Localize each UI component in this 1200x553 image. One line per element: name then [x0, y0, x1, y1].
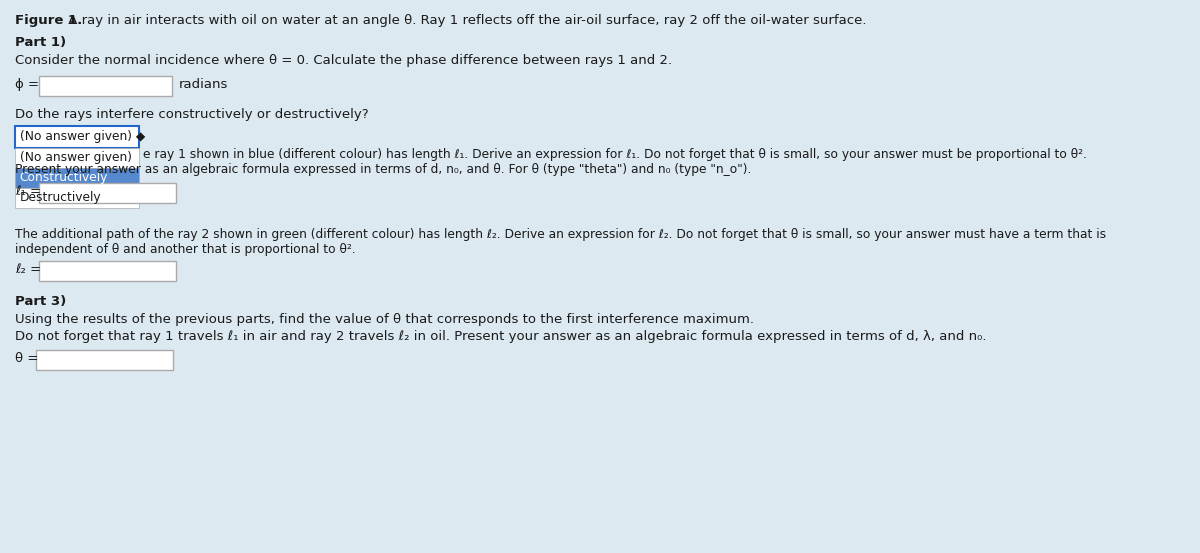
- Text: ℓ₂ =: ℓ₂ =: [16, 263, 42, 276]
- Text: Part 3): Part 3): [16, 295, 67, 308]
- Bar: [36, 350, 173, 370]
- Text: independent of θ and another that is proportional to θ².: independent of θ and another that is pro…: [16, 243, 356, 256]
- Text: (No answer given) ◆: (No answer given) ◆: [20, 130, 145, 143]
- Text: Constructively: Constructively: [19, 171, 108, 184]
- Text: radians: radians: [179, 78, 228, 91]
- Text: The additional path of the ray 2 shown in green (different colour) has length ℓ₂: The additional path of the ray 2 shown i…: [16, 228, 1106, 241]
- Text: ϕ =: ϕ =: [16, 78, 40, 91]
- Text: Figure 1.: Figure 1.: [16, 14, 83, 27]
- Text: Do not forget that ray 1 travels ℓ₁ in air and ray 2 travels ℓ₂ in oil. Present : Do not forget that ray 1 travels ℓ₁ in a…: [16, 330, 986, 343]
- Text: (No answer given): (No answer given): [19, 151, 132, 164]
- Text: e ray 1 shown in blue (different colour) has length ℓ₁. Derive an expression for: e ray 1 shown in blue (different colour)…: [144, 148, 1087, 161]
- Text: A ray in air interacts with oil on water at an angle θ. Ray 1 reflects off the a: A ray in air interacts with oil on water…: [64, 14, 866, 27]
- Bar: [40, 261, 176, 281]
- Text: Present your answer as an algebraic formula expressed in terms of d, n₀, and θ. : Present your answer as an algebraic form…: [16, 163, 751, 176]
- Bar: [40, 76, 172, 96]
- Bar: [16, 188, 139, 208]
- Bar: [40, 183, 176, 203]
- Bar: [16, 126, 139, 148]
- Text: Do the rays interfere constructively or destructively?: Do the rays interfere constructively or …: [16, 108, 368, 121]
- Bar: [16, 168, 139, 188]
- Text: Part 1): Part 1): [16, 36, 66, 49]
- Text: Using the results of the previous parts, find the value of θ that corresponds to: Using the results of the previous parts,…: [16, 313, 755, 326]
- Text: Consider the normal incidence where θ = 0. Calculate the phase difference betwee: Consider the normal incidence where θ = …: [16, 54, 672, 67]
- Text: θ =: θ =: [16, 352, 38, 365]
- Text: ℓ₁ =: ℓ₁ =: [16, 185, 41, 198]
- Bar: [16, 148, 139, 168]
- Text: Destructively: Destructively: [19, 191, 101, 204]
